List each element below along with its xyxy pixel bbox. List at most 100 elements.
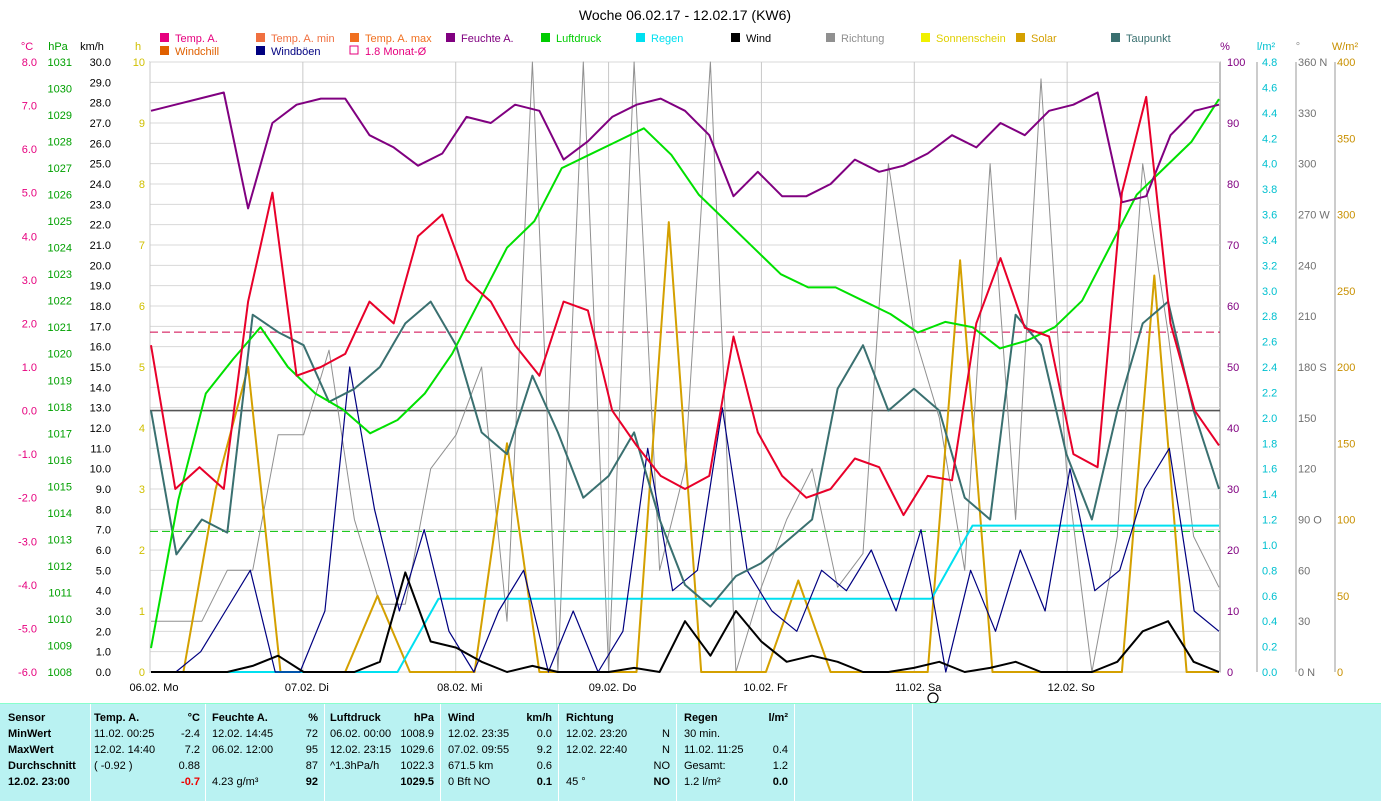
temp-current-value: -0.7 bbox=[181, 776, 200, 788]
pressure-tick-label: 1031 bbox=[48, 57, 72, 69]
wind-tick-label: 8.0 bbox=[96, 504, 111, 516]
legend-label: Windchill bbox=[175, 46, 219, 58]
wind-tick-label: 26.0 bbox=[90, 138, 111, 150]
sensor-row-current: 12.02. 23:00 bbox=[8, 776, 70, 788]
rain-tick-label: 1.2 bbox=[1262, 515, 1277, 527]
humidity-tick-label: 100 bbox=[1227, 57, 1245, 69]
day-label: 07.02. Di bbox=[285, 682, 329, 694]
temp-tick-label: 7.0 bbox=[22, 101, 37, 113]
temp-min-time: 11.02. 00:25 bbox=[94, 728, 155, 740]
pressure-tick-label: 1014 bbox=[48, 508, 72, 520]
wind-column: Wind km/h 12.02. 23:35 0.0 07.02. 09:55 9.2… bbox=[448, 710, 552, 790]
luftdruck-trend: ^1.3hPa/h bbox=[330, 760, 380, 772]
richtung-column: Richtung 12.02. 23:20 N 12.02. 22:40 N NO … bbox=[566, 710, 670, 790]
wind-tick-label: 14.0 bbox=[90, 382, 111, 394]
legend-swatch bbox=[350, 33, 359, 42]
rain-tick-label: 3.8 bbox=[1262, 184, 1277, 196]
series-line-temp-a- bbox=[150, 95, 1220, 517]
rain-unit-label: l/m² bbox=[1257, 41, 1276, 53]
direction-tick-label: 60 bbox=[1298, 565, 1310, 577]
legend-label: Windböen bbox=[271, 46, 321, 58]
feuchte-min-value: 72 bbox=[305, 728, 318, 740]
rain-tick-label: 2.8 bbox=[1262, 311, 1277, 323]
wind-tick-label: 4.0 bbox=[96, 586, 111, 598]
wind-tick-label: 21.0 bbox=[90, 240, 111, 252]
humidity-tick-label: 0 bbox=[1227, 667, 1233, 679]
humidity-tick-label: 40 bbox=[1227, 423, 1239, 435]
temp-tick-label: 8.0 bbox=[22, 57, 37, 69]
solar-tick-label: 350 bbox=[1337, 133, 1355, 145]
wind-tick-label: 20.0 bbox=[90, 260, 111, 272]
luftdruck-column: Luftdruck hPa 06.02. 00:00 1008.9 12.02. 2… bbox=[330, 710, 434, 790]
legend-label: Taupunkt bbox=[1126, 33, 1171, 45]
legend-label: Solar bbox=[1031, 33, 1057, 45]
rain-tick-label: 0.2 bbox=[1262, 642, 1277, 654]
pressure-tick-label: 1018 bbox=[48, 402, 72, 414]
series-line-feuchte-a- bbox=[150, 91, 1220, 210]
sun-tick-label: 7 bbox=[139, 240, 145, 252]
luftdruck-header: Luftdruck bbox=[330, 712, 381, 724]
wind-tick-label: 19.0 bbox=[90, 281, 111, 293]
direction-tick-label: 330 bbox=[1298, 108, 1316, 120]
regen-total-value: 1.2 bbox=[772, 760, 788, 772]
legend-swatch bbox=[921, 33, 930, 42]
wind-bft: 0 Bft NO bbox=[448, 776, 491, 788]
pressure-tick-label: 1008 bbox=[48, 667, 72, 679]
feuchte-current-note: 4.23 g/m³ bbox=[212, 776, 259, 788]
temp-column: Temp. A. °C 11.02. 00:25 -2.4 12.02. 14:40… bbox=[94, 710, 200, 790]
temp-unit-label: °C bbox=[21, 41, 33, 53]
position-marker-icon bbox=[927, 692, 939, 703]
legend-label: Wind bbox=[746, 33, 771, 45]
sensor-header: Sensor bbox=[8, 712, 46, 724]
feuchte-max-value: 95 bbox=[305, 744, 318, 756]
temp-tick-label: 1.0 bbox=[22, 362, 37, 374]
rain-tick-label: 0.4 bbox=[1262, 616, 1277, 628]
wind-tick-label: 28.0 bbox=[90, 98, 111, 110]
humidity-tick-label: 20 bbox=[1227, 545, 1239, 557]
feuchte-current-value: 92 bbox=[305, 776, 318, 788]
weather-chart: Woche 06.02.17 - 12.02.17 (KW6) Temp. A. T… bbox=[18, 7, 1359, 703]
direction-tick-label: 240 bbox=[1298, 260, 1316, 272]
regen-sum: 1.2 l/m² bbox=[684, 776, 721, 788]
humidity-unit-label: % bbox=[1220, 41, 1230, 53]
temp-avg-note: ( -0.92 ) bbox=[94, 760, 133, 772]
wind-tick-label: 11.0 bbox=[90, 443, 111, 455]
regen-current-value: 0.0 bbox=[772, 776, 788, 788]
wind-tick-label: 12.0 bbox=[90, 423, 111, 435]
feuchte-max-time: 06.02. 12:00 bbox=[212, 744, 274, 756]
sensor-column: Sensor MinWert MaxWert Durchschnitt 12.0… bbox=[8, 710, 88, 790]
legend-label: Luftdruck bbox=[556, 33, 602, 45]
wind-tick-label: 3.0 bbox=[96, 606, 111, 618]
wind-tick-label: 24.0 bbox=[90, 179, 111, 191]
temp-tick-label: -5.0 bbox=[18, 623, 37, 635]
direction-tick-label: 360 N bbox=[1298, 57, 1327, 69]
wind-unit-label: km/h bbox=[80, 41, 104, 53]
pressure-tick-label: 1016 bbox=[48, 455, 72, 467]
temp-avg-value: 0.88 bbox=[178, 760, 200, 772]
wind-tick-label: 9.0 bbox=[96, 484, 111, 496]
luftdruck-avg-value: 1022.3 bbox=[400, 760, 434, 772]
wind-tick-label: 15.0 bbox=[90, 362, 111, 374]
wind-tick-label: 30.0 bbox=[90, 57, 111, 69]
humidity-tick-label: 60 bbox=[1227, 301, 1239, 313]
day-label: 11.02. Sa bbox=[895, 682, 942, 694]
temp-tick-label: -4.0 bbox=[18, 580, 37, 592]
direction-tick-label: 210 bbox=[1298, 311, 1316, 323]
legend-swatch bbox=[160, 46, 169, 55]
series-line-richtung bbox=[151, 61, 1220, 673]
regen-max-time: 11.02. 11:25 bbox=[684, 744, 744, 756]
wind-tick-label: 6.0 bbox=[96, 545, 111, 557]
regen-total-label: Gesamt: bbox=[684, 760, 726, 772]
solar-unit-label: W/m² bbox=[1332, 41, 1359, 53]
pressure-tick-label: 1011 bbox=[48, 587, 72, 599]
sun-tick-label: 6 bbox=[139, 301, 145, 313]
wind-min-time: 12.02. 23:35 bbox=[448, 728, 510, 740]
temp-tick-label: -2.0 bbox=[18, 493, 37, 505]
wind-tick-label: 5.0 bbox=[96, 565, 111, 577]
humidity-tick-label: 90 bbox=[1227, 118, 1239, 130]
regen-unit: l/m² bbox=[768, 712, 788, 724]
luftdruck-min-time: 06.02. 00:00 bbox=[330, 728, 392, 740]
humidity-tick-label: 10 bbox=[1227, 606, 1239, 618]
sun-tick-label: 9 bbox=[139, 118, 145, 130]
solar-tick-label: 200 bbox=[1337, 362, 1355, 374]
